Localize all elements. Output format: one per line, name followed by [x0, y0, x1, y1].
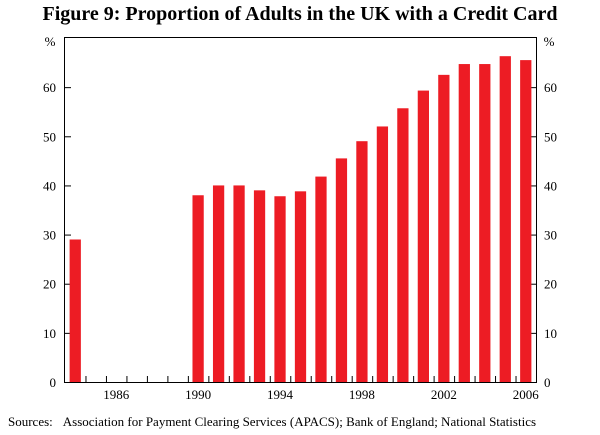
bar-1996 [315, 176, 327, 382]
y-tick-label-left: 30 [43, 228, 56, 243]
bar-2006 [520, 60, 532, 383]
y-tick-label-left: 50 [43, 129, 56, 144]
y-unit-label-right: % [544, 34, 555, 49]
y-axis-right: 0 10 20 30 40 50 60 [530, 80, 557, 390]
y-tick-label-left: 60 [43, 80, 56, 95]
bar-1984 [69, 239, 81, 382]
source-label: Sources: [8, 414, 53, 429]
y-tick-label-right: 60 [544, 80, 557, 95]
y-tick-label-right: 50 [544, 129, 557, 144]
bar-2001 [417, 90, 429, 382]
y-tick-label-right: 40 [544, 178, 557, 193]
y-axis-left: 0 10 20 30 40 50 60 [43, 80, 71, 390]
y-tick-label-left: 40 [43, 178, 56, 193]
bar-1998 [356, 141, 368, 382]
y-tick-label-left: 0 [50, 375, 57, 390]
bar-2002 [438, 74, 450, 383]
x-tick-label-2002: 2002 [431, 387, 457, 402]
y-tick-label-left: 10 [43, 326, 56, 341]
y-tick-label-right: 30 [544, 228, 557, 243]
bar-1990 [192, 195, 204, 382]
bar-2004 [479, 64, 491, 383]
x-tick-label-1998: 1998 [349, 387, 375, 402]
y-tick-label-right: 10 [544, 326, 557, 341]
source-note: Sources: Association for Payment Clearing… [8, 414, 536, 430]
source-text: Association for Payment Clearing Service… [62, 414, 537, 429]
plot-frame [64, 37, 537, 383]
x-tick-label-1994: 1994 [267, 387, 294, 402]
x-tick-label-2006: 2006 [513, 387, 540, 402]
x-axis: 1986 1990 1994 1998 2002 2006 [85, 376, 540, 402]
bar-1993 [253, 190, 266, 382]
chart-title: Figure 9: Proportion of Adults in the UK… [42, 3, 558, 25]
bar-1991 [212, 185, 225, 382]
bar-1995 [294, 191, 307, 382]
y-unit-label-left: % [45, 34, 56, 49]
bar-1997 [335, 158, 348, 382]
y-tick-label-left: 20 [43, 277, 56, 292]
y-tick-label-right: 20 [544, 277, 557, 292]
x-tick-label-1990: 1990 [185, 387, 211, 402]
bar-series [69, 56, 532, 383]
bar-2005 [499, 56, 511, 383]
bar-1999 [376, 126, 389, 383]
bar-1992 [233, 185, 245, 382]
bar-2000 [397, 108, 409, 383]
bar-2003 [458, 64, 470, 383]
x-tick-label-1986: 1986 [103, 387, 130, 402]
bar-1994 [274, 196, 286, 382]
y-tick-label-right: 0 [544, 375, 551, 390]
